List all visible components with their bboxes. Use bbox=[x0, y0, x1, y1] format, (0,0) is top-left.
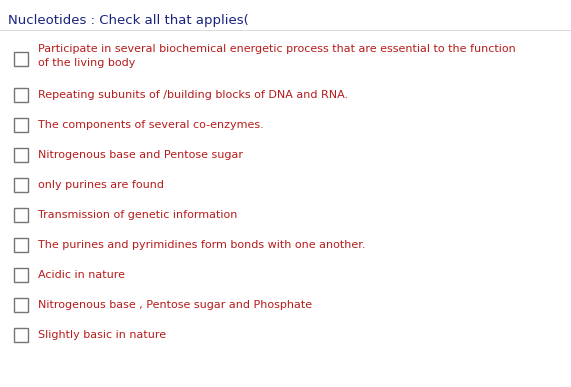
Bar bbox=[14, 208, 28, 222]
Text: Acidic in nature: Acidic in nature bbox=[38, 270, 125, 280]
Bar bbox=[14, 88, 28, 102]
Text: The purines and pyrimidines form bonds with one another.: The purines and pyrimidines form bonds w… bbox=[38, 240, 365, 250]
Text: only purines are found: only purines are found bbox=[38, 180, 164, 190]
Text: Nucleotides : Check all that applies(: Nucleotides : Check all that applies( bbox=[8, 14, 249, 27]
Bar bbox=[14, 238, 28, 252]
Bar bbox=[14, 328, 28, 342]
Text: The components of several co-enzymes.: The components of several co-enzymes. bbox=[38, 120, 264, 130]
Bar bbox=[14, 268, 28, 282]
Bar bbox=[14, 178, 28, 192]
Bar bbox=[14, 118, 28, 132]
Text: Nitrogenous base , Pentose sugar and Phosphate: Nitrogenous base , Pentose sugar and Pho… bbox=[38, 300, 312, 310]
Bar bbox=[14, 298, 28, 312]
Bar bbox=[14, 52, 28, 66]
Bar bbox=[14, 148, 28, 162]
Text: Transmission of genetic information: Transmission of genetic information bbox=[38, 210, 238, 220]
Text: Participate in several biochemical energetic process that are essential to the f: Participate in several biochemical energ… bbox=[38, 45, 516, 68]
Text: Repeating subunits of /building blocks of DNA and RNA.: Repeating subunits of /building blocks o… bbox=[38, 90, 348, 100]
Text: Nitrogenous base and Pentose sugar: Nitrogenous base and Pentose sugar bbox=[38, 150, 243, 160]
Text: Slightly basic in nature: Slightly basic in nature bbox=[38, 330, 166, 340]
